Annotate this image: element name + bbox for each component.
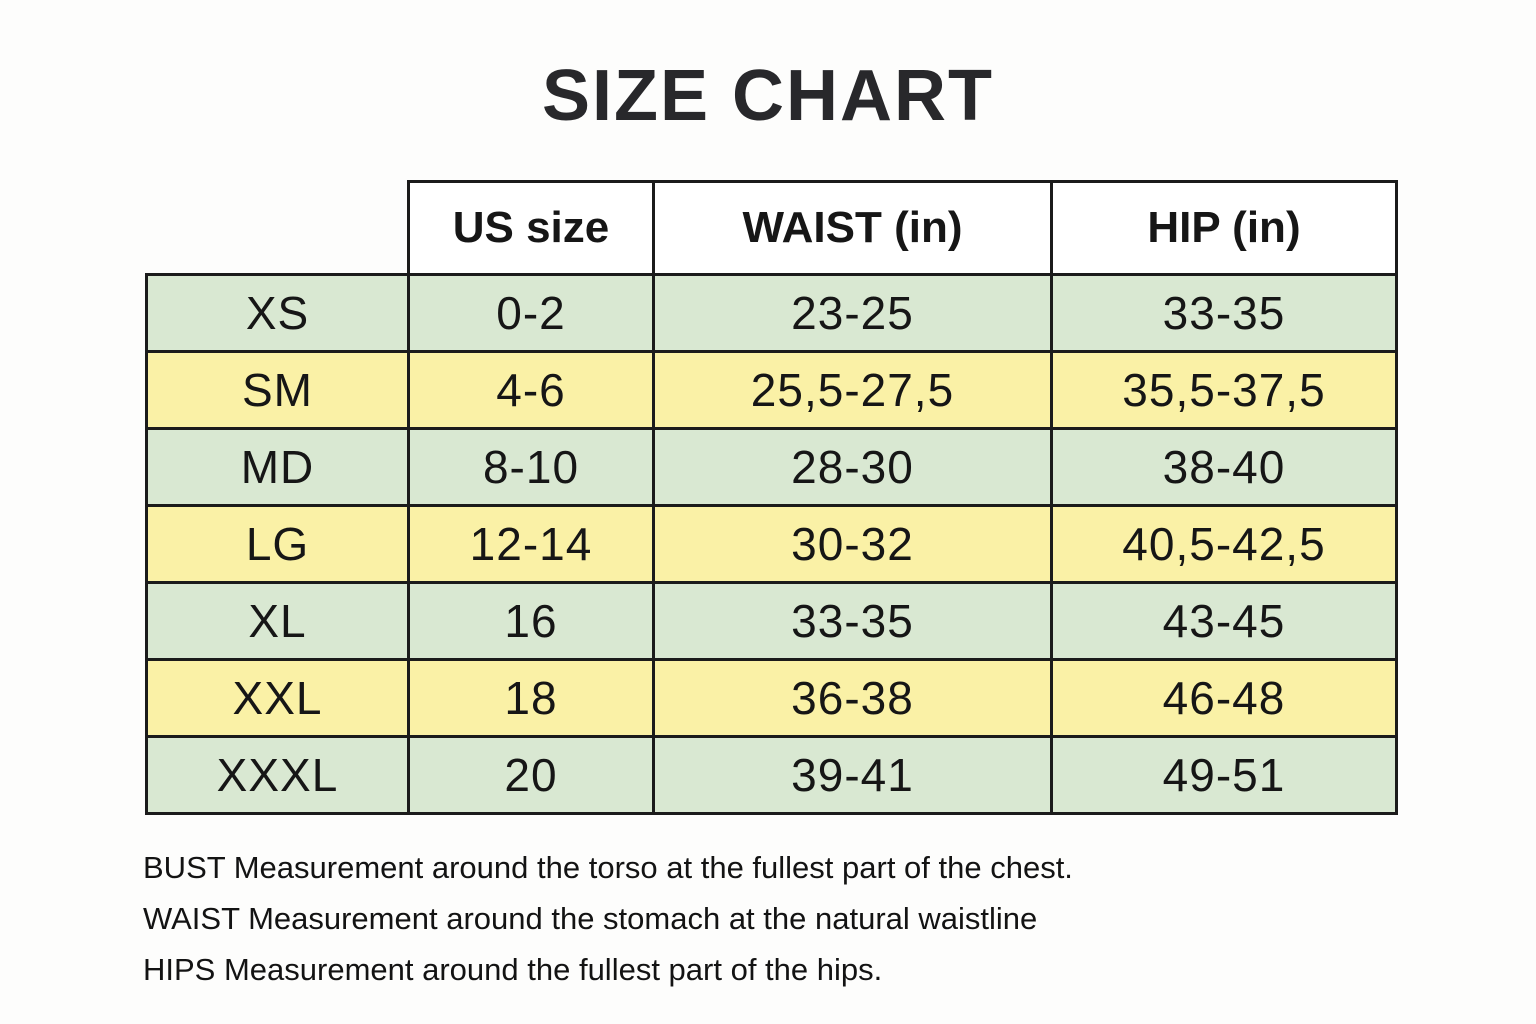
waist-value: 23-25 (652, 273, 1053, 353)
us-size-value: 4-6 (407, 350, 655, 430)
hip-value: 40,5-42,5 (1050, 504, 1398, 584)
column-header-hip: HIP (in) (1050, 180, 1398, 276)
waist-value: 36-38 (652, 658, 1053, 738)
waist-value: 30-32 (652, 504, 1053, 584)
us-size-value: 20 (407, 735, 655, 815)
note-hips: HIPS Measurement around the fullest part… (143, 952, 883, 987)
us-size-value: 16 (407, 581, 655, 661)
measurement-notes: BUST Measurement around the torso at the… (143, 842, 1423, 995)
size-label: LG (145, 504, 410, 584)
column-header-us-size: US size (407, 180, 655, 276)
us-size-value: 8-10 (407, 427, 655, 507)
size-chart-table: US size WAIST (in) HIP (in) XS 0-2 23-25… (145, 180, 1398, 815)
table-row-md: MD 8-10 28-30 38-40 (145, 427, 1398, 507)
hip-value: 38-40 (1050, 427, 1398, 507)
waist-value: 39-41 (652, 735, 1053, 815)
size-label: XXL (145, 658, 410, 738)
size-label: MD (145, 427, 410, 507)
us-size-value: 12-14 (407, 504, 655, 584)
waist-value: 25,5-27,5 (652, 350, 1053, 430)
hip-value: 43-45 (1050, 581, 1398, 661)
size-label: SM (145, 350, 410, 430)
us-size-value: 18 (407, 658, 655, 738)
note-bust: BUST Measurement around the torso at the… (143, 850, 1073, 885)
table-row-sm: SM 4-6 25,5-27,5 35,5-37,5 (145, 350, 1398, 430)
column-header-waist: WAIST (in) (652, 180, 1053, 276)
hip-value: 49-51 (1050, 735, 1398, 815)
hip-value: 46-48 (1050, 658, 1398, 738)
waist-value: 28-30 (652, 427, 1053, 507)
table-row-xs: XS 0-2 23-25 33-35 (145, 273, 1398, 353)
hip-value: 33-35 (1050, 273, 1398, 353)
size-label: XS (145, 273, 410, 353)
note-waist: WAIST Measurement around the stomach at … (143, 901, 1038, 936)
table-corner-empty (147, 182, 409, 275)
waist-value: 33-35 (652, 581, 1053, 661)
table-row-lg: LG 12-14 30-32 40,5-42,5 (145, 504, 1398, 584)
page-title: SIZE CHART (542, 56, 994, 136)
table-row-xxxl: XXXL 20 39-41 49-51 (145, 735, 1398, 815)
size-label: XL (145, 581, 410, 661)
table-header-row: US size WAIST (in) HIP (in) (147, 180, 1398, 276)
table-row-xl: XL 16 33-35 43-45 (145, 581, 1398, 661)
hip-value: 35,5-37,5 (1050, 350, 1398, 430)
us-size-value: 0-2 (407, 273, 655, 353)
table-row-xxl: XXL 18 36-38 46-48 (145, 658, 1398, 738)
size-label: XXXL (145, 735, 410, 815)
